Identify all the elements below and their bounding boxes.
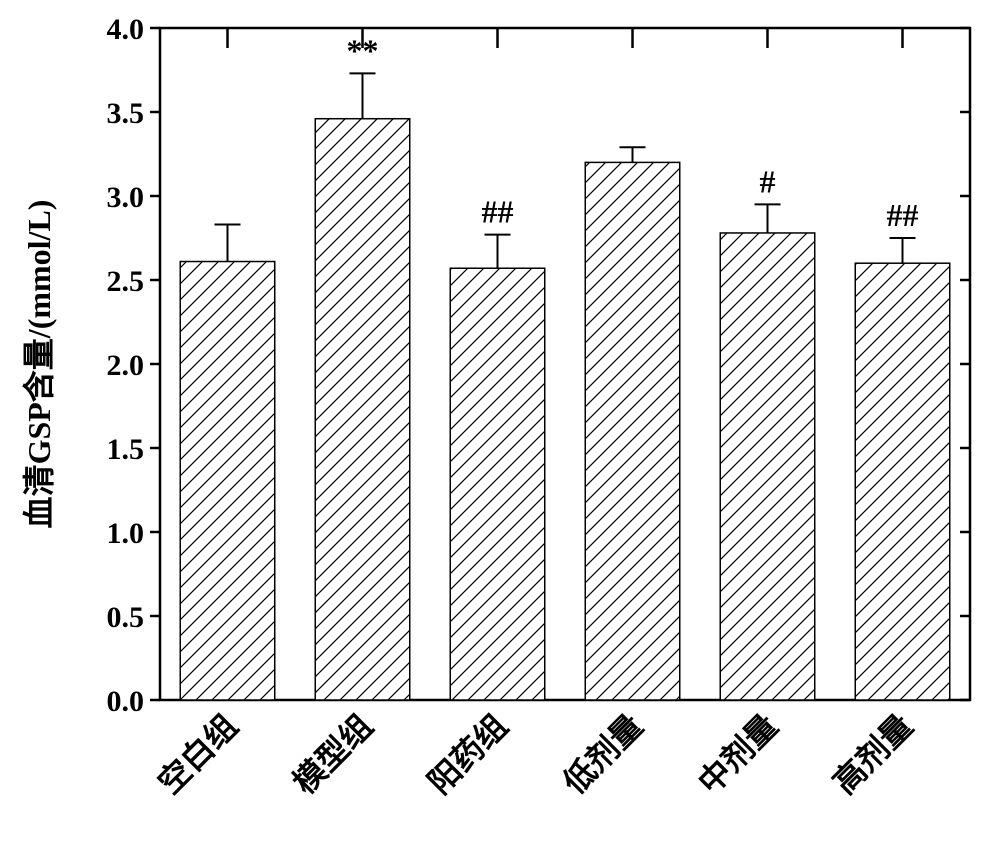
axes	[160, 28, 970, 700]
bar	[855, 263, 950, 700]
bar	[585, 162, 680, 700]
y-tick-label: 3.5	[107, 97, 145, 130]
category-label: 空白组	[151, 707, 244, 800]
y-tick-label: 4.0	[107, 13, 145, 46]
y-tick-label: 0.5	[107, 601, 145, 634]
y-tick-label: 1.5	[107, 433, 145, 466]
category-label: 模型组	[286, 707, 379, 800]
y-tick-label: 2.5	[107, 265, 145, 298]
y-tick-label: 2.0	[107, 349, 145, 382]
category-label: 中剂量	[691, 707, 784, 800]
bars	[180, 119, 950, 700]
significance-label: #	[760, 163, 776, 199]
bar	[720, 233, 815, 700]
bar	[180, 262, 275, 700]
category-label: 高剂量	[826, 707, 919, 800]
y-tick-label: 1.0	[107, 517, 145, 550]
bar-chart: **##### 0.00.51.01.52.02.53.03.54.0 空白组模…	[0, 0, 1000, 866]
category-label: 阳药组	[421, 707, 514, 800]
x-categories: 空白组模型组阳药组低剂量中剂量高剂量	[151, 707, 919, 800]
significance-label: ##	[887, 197, 919, 233]
bar	[450, 268, 545, 700]
y-tick-label: 3.0	[107, 181, 145, 214]
significance-label: ##	[482, 194, 514, 230]
significance-label: **	[347, 32, 379, 68]
bar	[315, 119, 410, 700]
y-tick-label: 0.0	[107, 685, 145, 718]
chart-container: **##### 0.00.51.01.52.02.53.03.54.0 空白组模…	[0, 0, 1000, 866]
category-label: 低剂量	[556, 707, 649, 800]
y-axis-label: 血清GSP含量/(mmol/L)	[21, 200, 57, 529]
